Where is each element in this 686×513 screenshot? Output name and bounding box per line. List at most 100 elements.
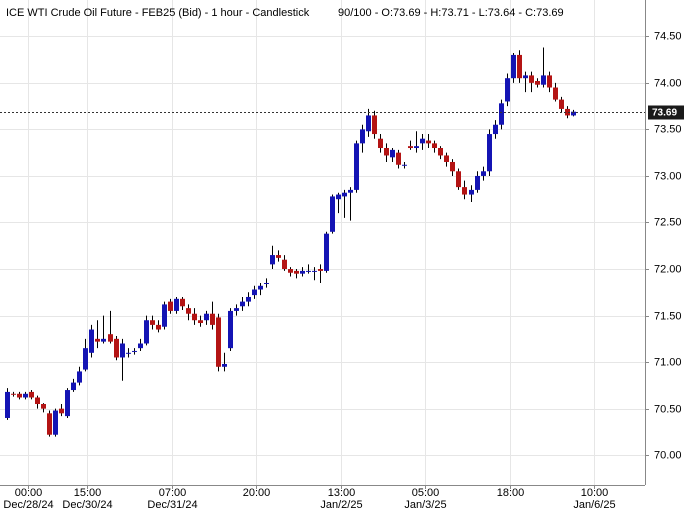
candle-body [222, 363, 227, 367]
candle-body [23, 393, 28, 398]
candle-body [126, 352, 131, 354]
candle-body [372, 115, 377, 135]
candle-body [336, 194, 341, 200]
candle-body [547, 75, 552, 88]
y-tick-label: 74.00 [654, 77, 682, 89]
candle-body [186, 308, 191, 314]
candle-body [192, 313, 197, 321]
candle-body [511, 54, 516, 79]
candle-body [432, 143, 437, 149]
candle-body [378, 138, 383, 149]
candle-body [108, 334, 113, 342]
candle-body [456, 171, 461, 188]
candle-body [529, 75, 534, 83]
candle-body [77, 371, 82, 383]
y-tick-label: 70.50 [654, 403, 682, 415]
candle-body [180, 298, 185, 307]
chart-title: ICE WTI Crude Oil Future - FEB25 (Bid) -… [6, 7, 310, 19]
candle-body [174, 298, 179, 311]
candle-body [120, 343, 125, 358]
candle-body [5, 391, 10, 418]
candle-body [138, 343, 143, 349]
candle-body [246, 296, 251, 302]
candle-body [330, 196, 335, 232]
candle-body [282, 259, 287, 270]
candle-body [559, 99, 564, 109]
candle-body [156, 324, 161, 330]
x-tick-date: Dec/30/24 [62, 499, 112, 511]
y-tick-label: 71.00 [654, 356, 682, 368]
candle-body [41, 404, 46, 409]
candle-body [234, 308, 239, 311]
candle-body [240, 301, 245, 307]
candle-body [204, 313, 209, 321]
candle-body [288, 269, 293, 273]
candle-body [318, 269, 323, 271]
candle-body [444, 155, 449, 162]
candle-body [65, 390, 70, 417]
candle-body [114, 338, 119, 358]
candle-body [487, 134, 492, 172]
candle-body [210, 313, 215, 325]
y-tick-label: 72.50 [654, 216, 682, 228]
candle-body [71, 382, 76, 391]
candle-body [162, 304, 167, 327]
candle-body [426, 140, 431, 144]
x-tick-label: 20:00 [243, 487, 271, 499]
candle-body [469, 189, 474, 195]
candle-body [408, 146, 413, 149]
candle-body [17, 393, 22, 398]
candle-body [493, 124, 498, 135]
candle-body [198, 320, 203, 324]
candle-body [95, 338, 100, 342]
candle-body [312, 270, 317, 272]
candle-body [438, 148, 443, 156]
candle-body [144, 320, 149, 344]
candle-body [270, 255, 275, 265]
candle-body [390, 149, 395, 158]
last-price-label: 73.69 [652, 108, 677, 119]
candle-body [354, 143, 359, 190]
candle-body [360, 129, 365, 144]
candle-body [216, 317, 221, 367]
candle-body [47, 413, 52, 435]
grid [0, 0, 645, 485]
candle-body [53, 410, 58, 435]
last-price-box [648, 105, 684, 120]
candle-body [150, 320, 155, 325]
candle-body [83, 348, 88, 370]
candle-body [101, 338, 106, 342]
y-tick-label: 70.00 [654, 449, 682, 461]
x-tick-label: 10:00 [581, 487, 609, 499]
x-tick-label: 07:00 [159, 487, 187, 499]
x-tick-date: Dec/28/24 [3, 499, 53, 511]
x-tick-label: 00:00 [15, 487, 43, 499]
candle-body [571, 111, 576, 116]
x-tick-date: Jan/2/25 [320, 499, 362, 511]
candle-body [541, 75, 546, 85]
candle-body [481, 171, 486, 176]
candle-body [553, 87, 558, 100]
x-tick-date: Dec/31/24 [147, 499, 197, 511]
x-tick-date: Jan/3/25 [404, 499, 446, 511]
candle-body [29, 391, 34, 398]
candle-body [294, 270, 299, 274]
x-tick-label: 18:00 [497, 487, 525, 499]
candle-body [306, 270, 311, 272]
candle-body [565, 108, 570, 116]
candle-body [252, 289, 257, 296]
candle-body [258, 285, 263, 290]
candle-body [276, 255, 281, 258]
ohlc-summary: 90/100 - O:73.69 - H:73.71 - L:73.64 - C… [338, 7, 564, 19]
candle-body [59, 408, 64, 414]
candle-body [450, 161, 455, 172]
x-tick-label: 15:00 [74, 487, 102, 499]
candle-body [348, 189, 353, 193]
candle-body [384, 148, 389, 156]
y-tick-label: 73.50 [654, 123, 682, 135]
candle-body [11, 393, 16, 395]
axes: 70.00 70.50 71.00 71.50 72.00 72.50 73.00 73.50… [3, 30, 684, 511]
y-tick-label: 72.00 [654, 263, 682, 275]
y-tick-label: 71.50 [654, 310, 682, 322]
